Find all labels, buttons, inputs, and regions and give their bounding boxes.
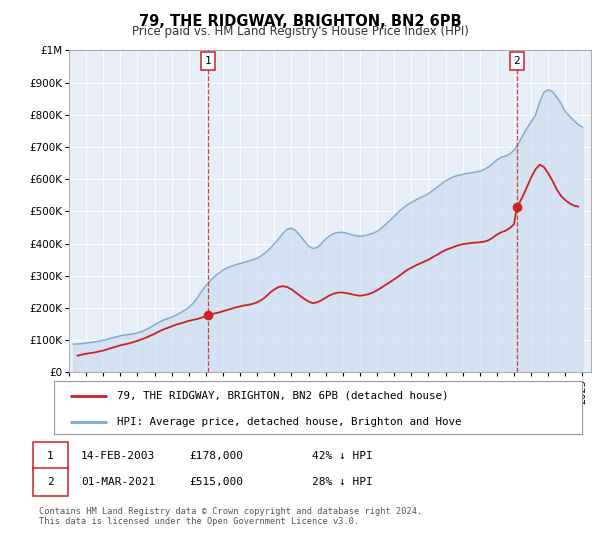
Text: 14-FEB-2003: 14-FEB-2003: [81, 451, 155, 461]
Text: £515,000: £515,000: [189, 477, 243, 487]
Text: 79, THE RIDGWAY, BRIGHTON, BN2 6PB: 79, THE RIDGWAY, BRIGHTON, BN2 6PB: [139, 14, 461, 29]
Text: 2: 2: [47, 477, 54, 487]
Text: 1: 1: [47, 451, 54, 461]
Text: Contains HM Land Registry data © Crown copyright and database right 2024.
This d: Contains HM Land Registry data © Crown c…: [39, 507, 422, 526]
Text: HPI: Average price, detached house, Brighton and Hove: HPI: Average price, detached house, Brig…: [118, 417, 462, 427]
Text: 28% ↓ HPI: 28% ↓ HPI: [312, 477, 373, 487]
Text: 1: 1: [205, 56, 211, 66]
Text: 79, THE RIDGWAY, BRIGHTON, BN2 6PB (detached house): 79, THE RIDGWAY, BRIGHTON, BN2 6PB (deta…: [118, 391, 449, 401]
Text: 2: 2: [514, 56, 520, 66]
Text: Price paid vs. HM Land Registry's House Price Index (HPI): Price paid vs. HM Land Registry's House …: [131, 25, 469, 38]
Text: £178,000: £178,000: [189, 451, 243, 461]
Text: 01-MAR-2021: 01-MAR-2021: [81, 477, 155, 487]
Text: 42% ↓ HPI: 42% ↓ HPI: [312, 451, 373, 461]
